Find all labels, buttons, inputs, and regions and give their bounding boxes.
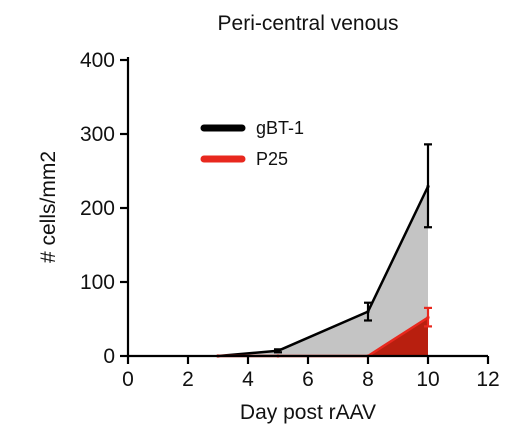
- y-tick-label-2: 200: [80, 197, 115, 220]
- x-tick-label-0: 0: [122, 368, 134, 391]
- legend: gBT-1 P25: [200, 118, 304, 169]
- x-tick-label-5: 10: [416, 368, 439, 391]
- legend-label-1: P25: [256, 149, 288, 169]
- series-area-0: [218, 186, 428, 356]
- legend-label-0: gBT-1: [256, 118, 304, 138]
- y-tick-label-4: 400: [80, 49, 115, 72]
- series-area-1: [218, 317, 428, 356]
- x-tick-label-3: 6: [302, 368, 314, 391]
- y-axis-label: # cells/mm2: [37, 151, 60, 263]
- x-tick-label-2: 4: [242, 368, 254, 391]
- x-tick-label-4: 8: [362, 368, 374, 391]
- series-0-error-bar-2: [424, 143, 432, 229]
- chart-title: Peri-central venous: [218, 12, 399, 35]
- axes: [126, 57, 488, 358]
- y-tick-label-1: 100: [80, 271, 115, 294]
- series-line-0: [217, 185, 430, 358]
- series-0-error-bar-0: [274, 348, 282, 354]
- series-1-error-bar-0: [424, 306, 432, 328]
- x-tick-label-1: 2: [182, 368, 194, 391]
- y-tick-label-3: 300: [80, 123, 115, 146]
- legend-entry-0: gBT-1: [200, 118, 304, 138]
- x-tick-label-6: 12: [476, 368, 499, 391]
- axis-ticks: 0 2 4 6 8 10 12 0 100 200 300 400: [80, 49, 500, 391]
- y-tick-label-0: 0: [103, 345, 115, 368]
- x-axis-label: Day post rAAV: [240, 401, 376, 424]
- series-0-error-bar-1: [364, 301, 372, 322]
- plot-area: [216, 143, 432, 358]
- legend-entry-1: P25: [200, 149, 288, 169]
